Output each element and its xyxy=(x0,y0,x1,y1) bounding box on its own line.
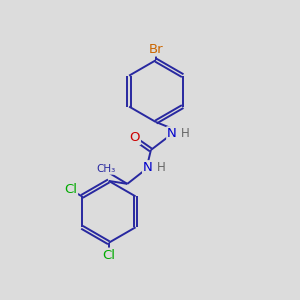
Text: N: N xyxy=(143,161,153,174)
Text: N: N xyxy=(167,127,177,140)
Text: Cl: Cl xyxy=(64,183,77,196)
Text: CH₃: CH₃ xyxy=(97,164,116,174)
Text: O: O xyxy=(129,131,140,144)
Text: H: H xyxy=(181,127,190,140)
Text: Br: Br xyxy=(148,43,163,56)
Text: Cl: Cl xyxy=(102,249,115,262)
Text: H: H xyxy=(157,161,166,174)
